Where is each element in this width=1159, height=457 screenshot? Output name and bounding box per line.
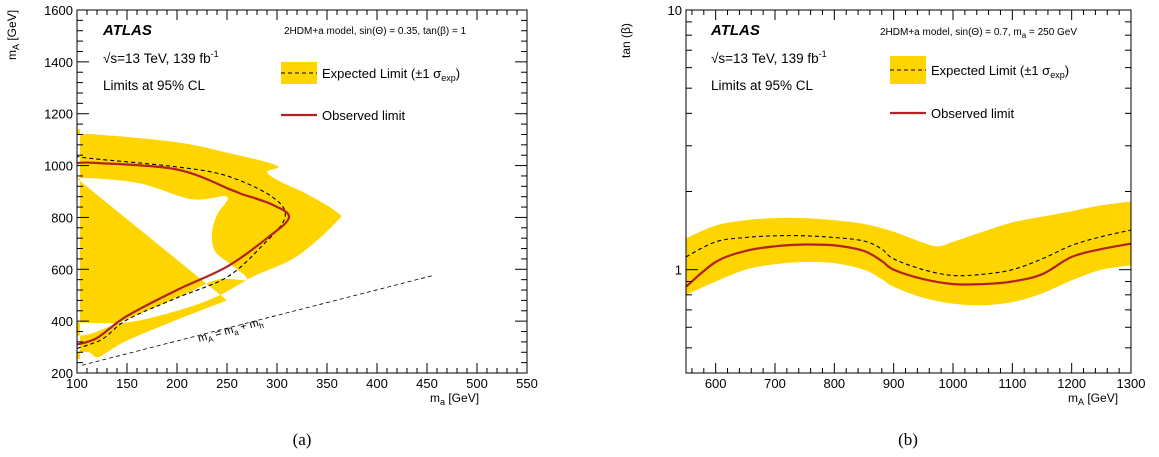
x-tick-label-a: 400 [366, 376, 388, 391]
y-tick-labels-b: 1 10 [668, 3, 682, 278]
x-tick-label-a: 350 [316, 376, 338, 391]
x-tick-label-a: 150 [116, 376, 138, 391]
x-tick-label-a: 200 [166, 376, 188, 391]
y-tick-label-a: 800 [51, 210, 73, 225]
panel-label-b: (b) [898, 430, 918, 449]
legend-observed-label-b: Observed limit [931, 106, 1014, 121]
y-tick-label-a: 600 [51, 262, 73, 277]
panel-b: 600 700 800 900 1000 1100 1200 1300 1 10 mA [GeV… [619, 3, 1145, 449]
y-tick-label-a: 1200 [44, 107, 73, 122]
x-tick-label-b: 800 [823, 376, 845, 391]
energy-lumi-b: √s=13 TeV, 139 fb-1 [711, 49, 827, 66]
x-tick-labels-b: 600 700 800 900 1000 1100 1200 1300 [705, 376, 1146, 391]
ticks-a [76, 9, 528, 374]
y-tick-label-a: 1000 [44, 159, 73, 174]
energy-lumi-a: √s=13 TeV, 139 fb-1 [103, 49, 219, 66]
expected-line-b [686, 229, 1131, 277]
y-tick-label-b: 10 [668, 3, 682, 18]
x-axis-label-a: ma [GeV] [430, 391, 479, 407]
observed-line-a [77, 161, 291, 346]
cl-label-a: Limits at 95% CL [103, 78, 206, 93]
x-tick-label-a: 300 [266, 376, 288, 391]
legend-expected-label-a: Expected Limit (±1 σexp) [322, 66, 460, 83]
experiment-label-b: ATLAS [710, 22, 760, 39]
y-tick-label-a: 1600 [44, 3, 73, 18]
panel-label-a: (a) [293, 430, 312, 449]
x-tick-label-b: 900 [883, 376, 905, 391]
x-tick-label-b: 600 [705, 376, 727, 391]
observed-line-b [686, 242, 1131, 288]
y-tick-label-a: 200 [51, 366, 73, 381]
ticks-b [686, 9, 1132, 374]
y-tick-label-a: 400 [51, 314, 73, 329]
y-tick-label-a: 1400 [44, 55, 73, 70]
plot-frame-a [76, 9, 528, 374]
y-axis-label-b: tan (β) [619, 23, 633, 58]
x-tick-labels-a: 100 150 200 250 300 350 400 450 500 550 [66, 376, 538, 391]
x-tick-label-b: 1000 [939, 376, 968, 391]
y-tick-label-b: 1 [675, 263, 682, 278]
y-tick-labels-a: 200 400 600 800 1000 1200 1400 1600 [44, 3, 73, 381]
legend-observed-label-a: Observed limit [322, 108, 405, 123]
y-axis-label-a: mA [GeV] [5, 10, 21, 60]
panel-a: 100 150 200 250 300 350 400 450 500 550 200 400 600… [5, 3, 538, 449]
model-label-a: 2HDM+a model, sin(Θ) = 0.35, tan(β) = 1 [284, 26, 467, 37]
x-tick-label-a: 500 [466, 376, 488, 391]
experiment-label-a: ATLAS [102, 22, 152, 39]
annotation-a: mA = ma + mh [197, 316, 265, 347]
x-tick-label-b: 1200 [1057, 376, 1086, 391]
expected-band-a [77, 129, 342, 359]
cl-label-b: Limits at 95% CL [711, 78, 814, 93]
x-tick-label-b: 1300 [1117, 376, 1146, 391]
x-tick-label-a: 250 [216, 376, 238, 391]
model-label-b: 2HDM+a model, sin(Θ) = 0.7, ma = 250 GeV [880, 27, 1077, 40]
x-tick-label-a: 100 [66, 376, 88, 391]
legend-expected-label-b: Expected Limit (±1 σexp) [931, 63, 1069, 80]
expected-band-b [686, 201, 1131, 306]
x-tick-label-b: 1100 [998, 376, 1026, 391]
expected-line-a [77, 155, 286, 349]
x-tick-label-a: 450 [416, 376, 438, 391]
x-axis-label-b: mA [GeV] [1068, 391, 1118, 407]
x-tick-label-b: 700 [764, 376, 786, 391]
x-tick-label-a: 550 [516, 376, 538, 391]
kinematic-line-a [81, 275, 433, 366]
